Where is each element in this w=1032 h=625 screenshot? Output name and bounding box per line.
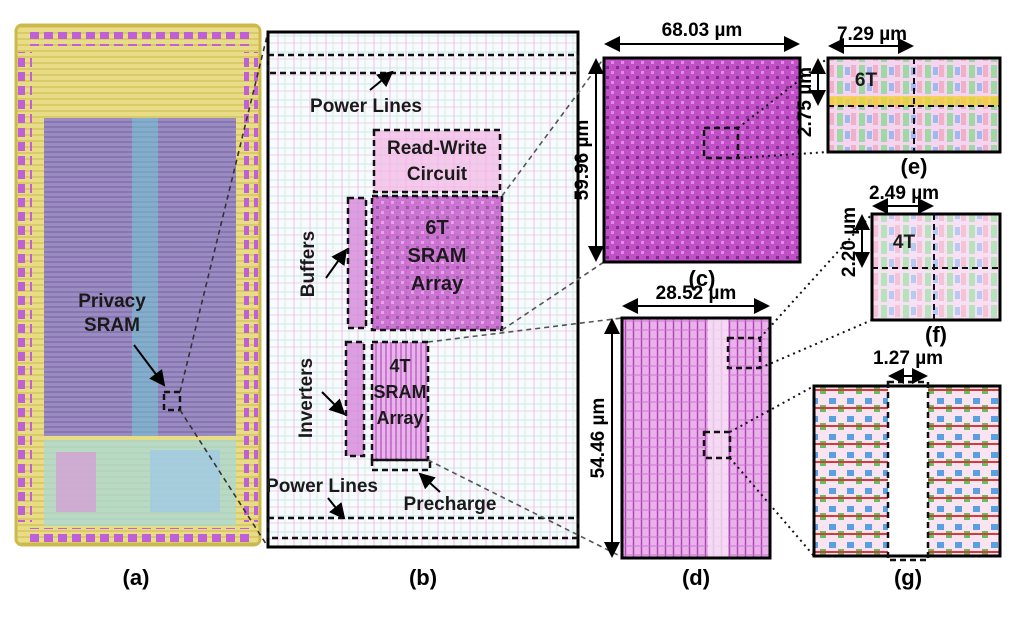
inverters-label: Inverters [296, 358, 317, 438]
privacy-label-2: SRAM [84, 315, 140, 336]
macro-frame [266, 30, 580, 549]
caption-b: (b) [409, 565, 437, 590]
sram-6t-label-1: 6T [425, 217, 448, 239]
caption-a: (a) [123, 565, 150, 590]
dim-d-width: 28.52 µm [656, 283, 737, 304]
cell-6t-label: 6T [855, 70, 878, 91]
array-4t-zoom-box-g [702, 430, 732, 460]
read-write-box [372, 128, 502, 194]
dim-c-width: 68.03 µm [662, 20, 743, 41]
caption-f: (f) [925, 322, 947, 347]
panel-f: 4T 2.49 µm 2.20 µm (f) [839, 183, 1002, 347]
caption-e: (e) [901, 154, 928, 179]
sram-4t-label-2: SRAM [374, 382, 427, 402]
sram-6t-label-2: SRAM [408, 245, 467, 267]
chip-pads-bottom [26, 528, 250, 542]
dim-d-height: 54.46 µm [588, 398, 609, 479]
caption-g: (g) [894, 565, 922, 590]
power-lines-top-box [266, 53, 580, 75]
power-lines-bottom-box [266, 516, 580, 540]
caption-c: (c) [689, 266, 716, 291]
sram-6t-box [370, 194, 504, 332]
buffers-label: Buffers [298, 231, 319, 298]
inverters-box [344, 340, 366, 458]
power-lines-top-label: Power Lines [310, 96, 422, 117]
array-6t-layout [604, 58, 800, 262]
chip-pads-top [26, 32, 250, 46]
dim-f-height: 2.20 µm [839, 207, 860, 277]
caption-d: (d) [682, 565, 710, 590]
array-6t-zoom-box [702, 126, 740, 160]
panel-c: 68.03 µm 59.96 µm (c) [572, 20, 802, 291]
panel-b: Power Lines Read-Write Circuit 6T SRAM A… [266, 30, 580, 590]
dim-g-width: 1.27 µm [873, 348, 943, 369]
chip-pads-left [18, 52, 32, 522]
array-4t-layout [622, 318, 770, 558]
sram-4t-label-3: Array [376, 408, 423, 428]
panel-d: 28.52 µm 54.46 µm (d) [588, 283, 772, 590]
dim-f-width: 2.49 µm [869, 183, 939, 204]
read-write-label-2: Circuit [407, 164, 468, 185]
dim-e-width: 7.29 µm [837, 24, 907, 45]
sram-6t-label-3: Array [411, 273, 464, 295]
panel-a: Privacy SRAM (a) [14, 23, 262, 590]
sram-4t-label-1: 4T [389, 356, 410, 376]
bitline-gap [888, 386, 928, 556]
sram-4t-box [370, 340, 430, 462]
sram-6t-array [372, 196, 502, 330]
read-write-label-1: Read-Write [387, 138, 487, 159]
dim-e-height: 2.75 µm [795, 67, 816, 137]
sram-4t-array [372, 342, 428, 460]
precharge-label: Precharge [404, 494, 497, 515]
privacy-label-1: Privacy [78, 291, 146, 312]
cell-4t-label: 4T [893, 232, 916, 253]
panel-e: 6T 7.29 µm 2.75 µm (e) [795, 24, 1002, 179]
panel-g: 1.27 µm (g) [812, 348, 1002, 590]
dim-c-height: 59.96 µm [572, 120, 593, 201]
buffers-box [346, 196, 368, 330]
chip-pads-right [244, 52, 258, 522]
power-lines-bottom-label: Power Lines [266, 476, 378, 497]
privacy-sram-box [162, 390, 182, 412]
precharge-box [370, 458, 432, 472]
array-4t-zoom-box-f [726, 336, 762, 370]
